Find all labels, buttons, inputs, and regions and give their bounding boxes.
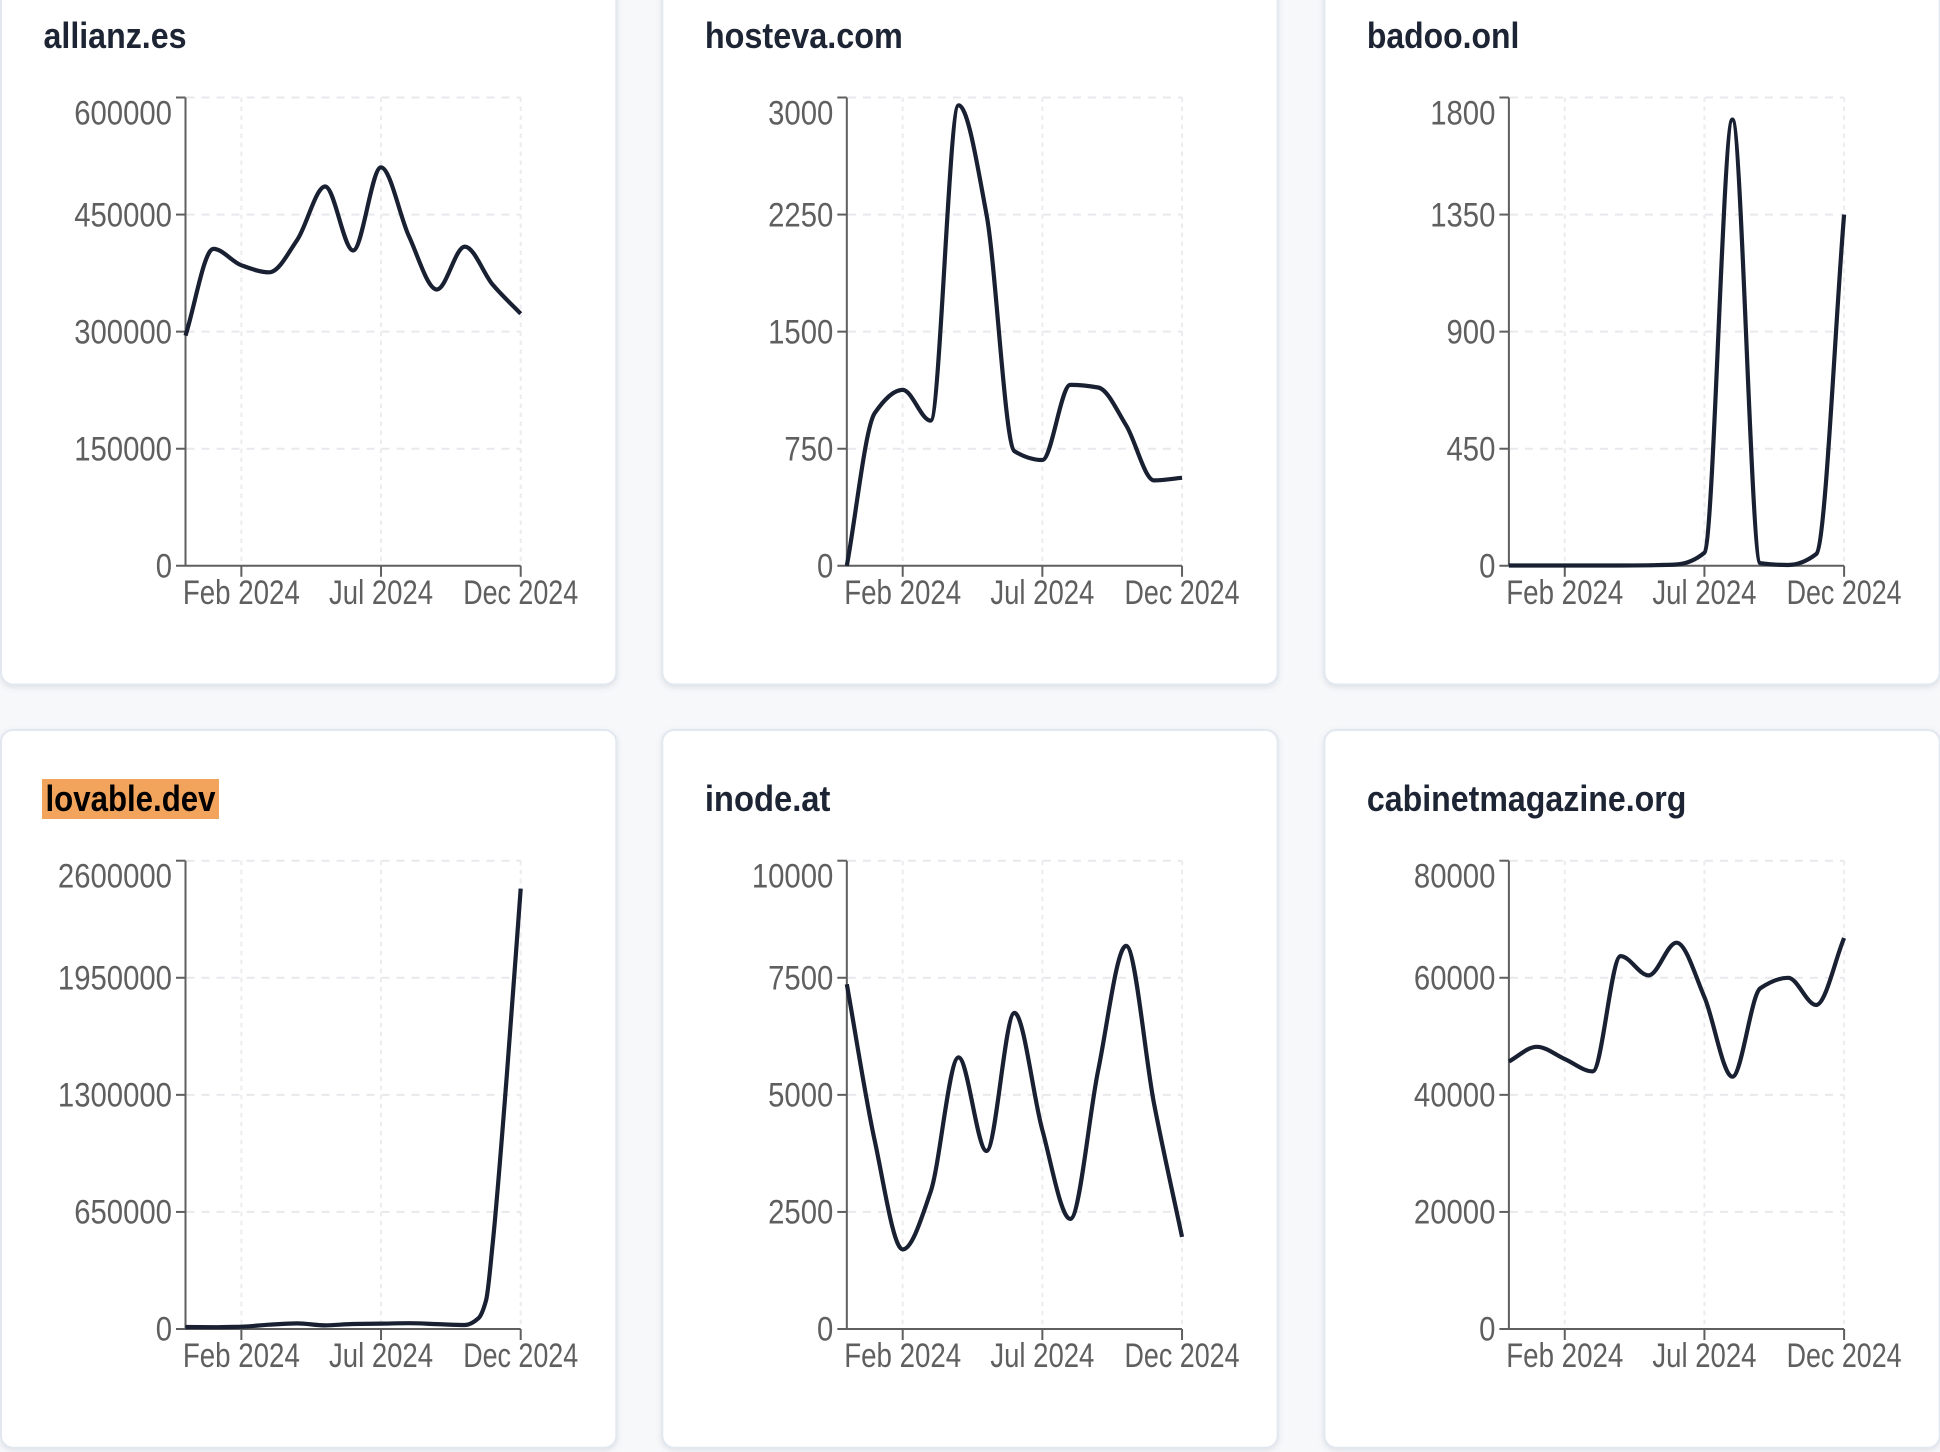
svg-text:Jul 2024: Jul 2024 — [1652, 1337, 1756, 1375]
svg-text:0: 0 — [156, 548, 172, 586]
svg-text:0: 0 — [1479, 1311, 1495, 1349]
svg-text:1300000: 1300000 — [58, 1077, 172, 1115]
svg-text:Jul 2024: Jul 2024 — [329, 1337, 433, 1375]
svg-text:Feb 2024: Feb 2024 — [844, 1337, 961, 1375]
svg-text:Jul 2024: Jul 2024 — [990, 574, 1094, 612]
svg-text:badoo.onl: badoo.onl — [1367, 15, 1520, 56]
svg-text:450000: 450000 — [74, 196, 172, 234]
svg-text:1800: 1800 — [1430, 95, 1495, 133]
svg-text:Dec 2024: Dec 2024 — [1125, 1337, 1240, 1375]
svg-text:cabinetmagazine.org: cabinetmagazine.org — [1367, 778, 1687, 819]
svg-text:Jul 2024: Jul 2024 — [329, 574, 433, 612]
svg-text:80000: 80000 — [1414, 858, 1496, 896]
svg-text:2500: 2500 — [768, 1194, 833, 1232]
svg-text:Feb 2024: Feb 2024 — [183, 1337, 300, 1375]
svg-text:hosteva.com: hosteva.com — [705, 15, 903, 56]
svg-text:40000: 40000 — [1414, 1077, 1496, 1115]
svg-text:650000: 650000 — [74, 1194, 172, 1232]
svg-text:60000: 60000 — [1414, 959, 1496, 997]
svg-text:5000: 5000 — [768, 1077, 833, 1115]
svg-text:10000: 10000 — [752, 858, 834, 896]
svg-text:20000: 20000 — [1414, 1194, 1496, 1232]
svg-text:1350: 1350 — [1430, 196, 1495, 234]
svg-text:0: 0 — [817, 548, 833, 586]
svg-text:Jul 2024: Jul 2024 — [1652, 574, 1756, 612]
svg-text:Feb 2024: Feb 2024 — [1506, 1337, 1623, 1375]
svg-text:1500: 1500 — [768, 313, 833, 351]
svg-text:Jul 2024: Jul 2024 — [990, 1337, 1094, 1375]
svg-text:Dec 2024: Dec 2024 — [1787, 1337, 1902, 1375]
svg-text:Feb 2024: Feb 2024 — [1506, 574, 1623, 612]
svg-text:900: 900 — [1447, 313, 1496, 351]
svg-text:0: 0 — [156, 1311, 172, 1349]
svg-text:Dec 2024: Dec 2024 — [1787, 574, 1902, 612]
svg-text:Dec 2024: Dec 2024 — [1125, 574, 1240, 612]
svg-text:allianz.es: allianz.es — [44, 15, 187, 56]
svg-text:lovable.dev: lovable.dev — [46, 778, 216, 819]
svg-text:7500: 7500 — [768, 959, 833, 997]
svg-text:450: 450 — [1447, 430, 1496, 468]
svg-text:150000: 150000 — [74, 430, 172, 468]
svg-text:Dec 2024: Dec 2024 — [463, 574, 578, 612]
svg-text:600000: 600000 — [74, 95, 172, 133]
svg-text:Dec 2024: Dec 2024 — [463, 1337, 578, 1375]
svg-text:0: 0 — [1479, 548, 1495, 586]
svg-text:3000: 3000 — [768, 95, 833, 133]
svg-text:750: 750 — [784, 430, 833, 468]
svg-text:inode.at: inode.at — [705, 778, 831, 819]
svg-text:2600000: 2600000 — [58, 858, 172, 896]
svg-text:0: 0 — [817, 1311, 833, 1349]
svg-text:Feb 2024: Feb 2024 — [183, 574, 300, 612]
svg-text:2250: 2250 — [768, 196, 833, 234]
svg-text:300000: 300000 — [74, 313, 172, 351]
svg-text:1950000: 1950000 — [58, 959, 172, 997]
svg-text:Feb 2024: Feb 2024 — [844, 574, 961, 612]
